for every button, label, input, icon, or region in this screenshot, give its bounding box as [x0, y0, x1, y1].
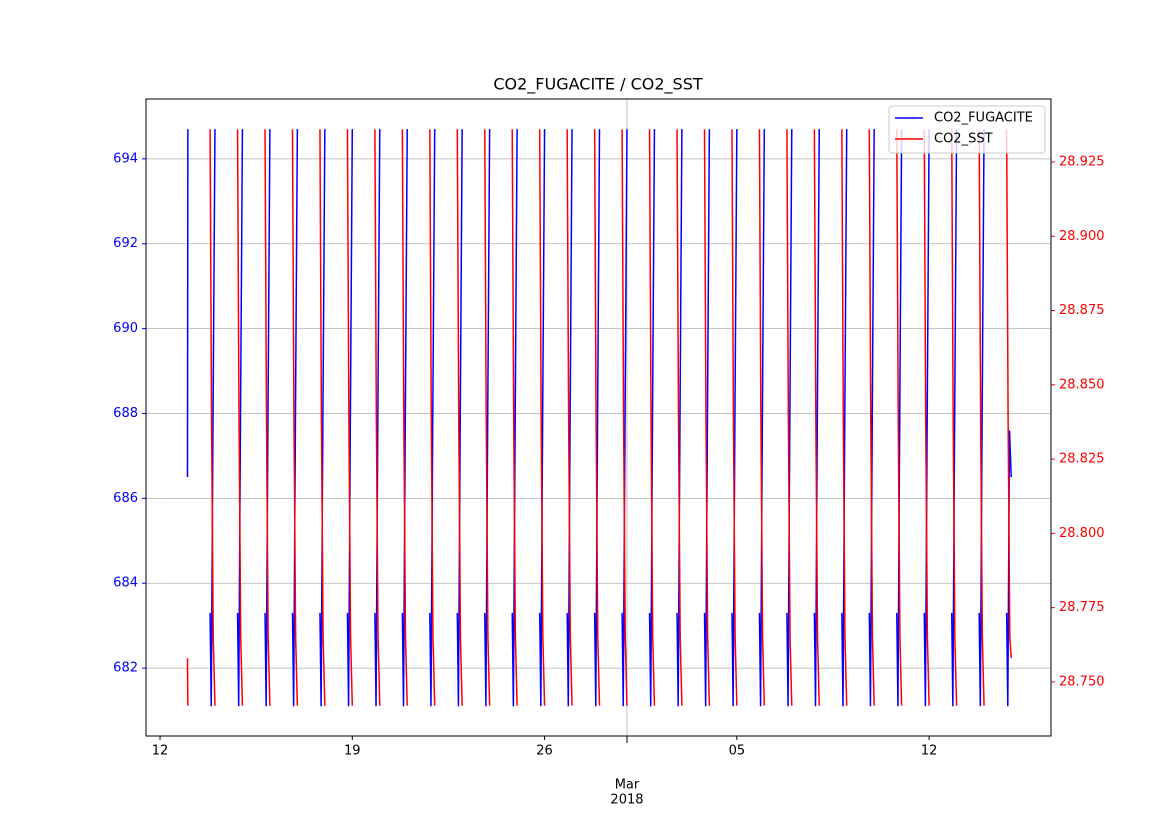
x-major-label: 2018 [610, 793, 643, 808]
x-major-label: Mar [615, 778, 640, 793]
y-tick-label: 690 [113, 321, 138, 336]
x-tick-label: 05 [729, 744, 746, 759]
y2-tick-label: 28.875 [1059, 303, 1105, 318]
x-tick-label: 19 [344, 744, 361, 759]
y2-tick-label: 28.825 [1059, 452, 1105, 467]
y-tick-label: 692 [113, 236, 138, 251]
x-tick-label: 26 [536, 744, 553, 759]
y2-tick-label: 28.750 [1059, 674, 1105, 689]
series-line [186, 129, 1012, 706]
chart-title: CO2_FUGACITE / CO2_SST [493, 75, 703, 95]
y2-tick-label: 28.800 [1059, 526, 1105, 541]
legend-label: CO2_FUGACITE [934, 111, 1033, 126]
y2-tick-label: 28.925 [1059, 154, 1105, 169]
y2-tick-label: 28.900 [1059, 229, 1105, 244]
x-tick-label: 12 [921, 744, 938, 759]
legend-label: CO2_SST [934, 132, 993, 147]
y-tick-label: 686 [113, 491, 138, 506]
plot-frame [145, 98, 1052, 737]
y-tick-label: 694 [113, 151, 138, 166]
legend: CO2_FUGACITE CO2_SST [888, 105, 1046, 154]
x-tick-label: 12 [152, 744, 169, 759]
y2-tick-label: 28.850 [1059, 377, 1105, 392]
y-tick-label: 688 [113, 406, 138, 421]
y-tick-label: 684 [113, 576, 138, 591]
y-tick-label: 682 [113, 661, 138, 676]
legend-box [888, 105, 1046, 154]
y2-tick-label: 28.775 [1059, 600, 1105, 615]
